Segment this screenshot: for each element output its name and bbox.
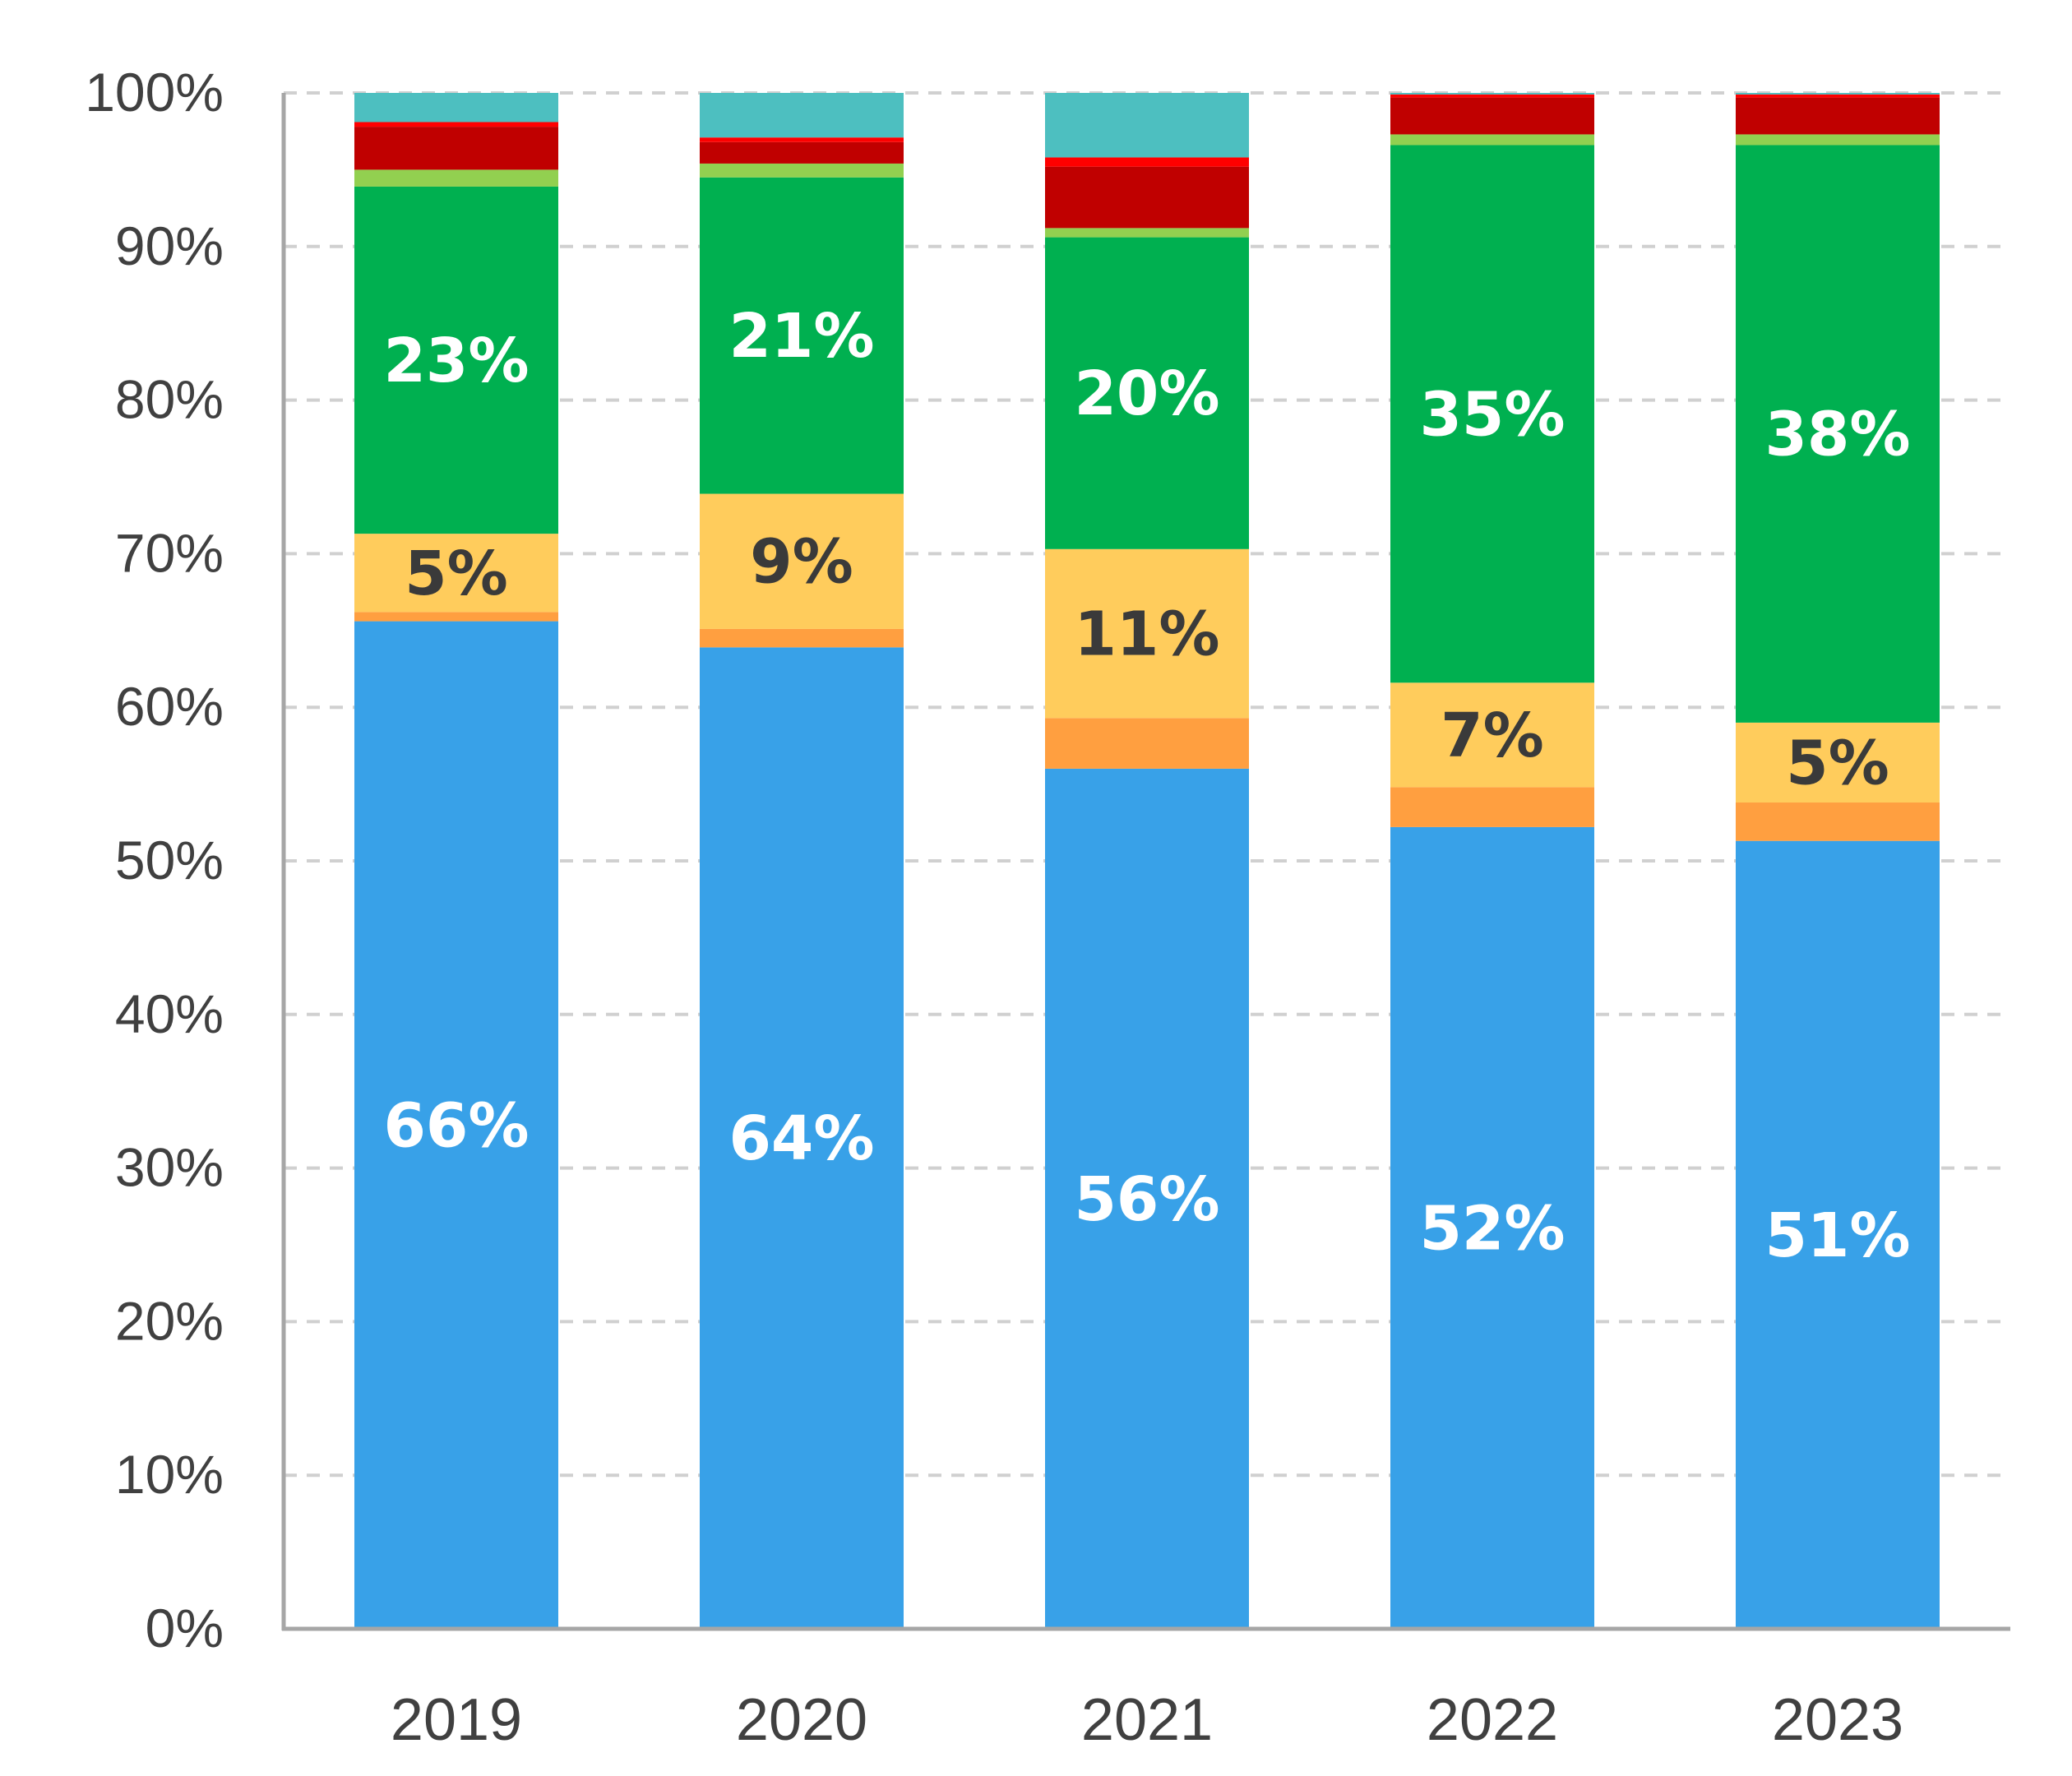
data-labels: 66% 5% 23% 64% 9% 21% 56% 11% 20% 52% 7% 35% 51% 5% 38… xyxy=(383,301,1910,1271)
axes: 0% 10% 20% 30% 40% 50% 60% 70% 80% 90% 100% 2019 202… xyxy=(85,62,2010,1753)
bar-segment xyxy=(1390,145,1594,683)
bar-segment xyxy=(1045,166,1249,229)
y-tick-label: 60% xyxy=(115,676,224,737)
bar-data-label: 64% xyxy=(728,1103,874,1174)
bar-data-label: 11% xyxy=(1074,599,1219,670)
bar-segment xyxy=(1390,787,1594,827)
bar-segment xyxy=(1045,93,1249,158)
y-tick-label: 10% xyxy=(115,1444,224,1505)
bar-data-label: 21% xyxy=(728,301,874,372)
bar-segment xyxy=(700,163,904,178)
y-tick-label: 70% xyxy=(115,522,224,583)
bar-segment xyxy=(1390,94,1594,98)
bar-segment xyxy=(700,177,904,494)
bar-segment xyxy=(1736,802,1940,841)
bar-data-label: 5% xyxy=(1786,728,1889,798)
y-tick-label: 80% xyxy=(115,369,224,430)
x-tick-label: 2020 xyxy=(736,1687,867,1753)
bar-data-label: 9% xyxy=(750,527,853,598)
bar-segment xyxy=(354,127,558,170)
bar-segment xyxy=(1390,134,1594,146)
x-tick-label: 2022 xyxy=(1427,1687,1558,1753)
x-tick-label: 2021 xyxy=(1081,1687,1213,1753)
bar-segment xyxy=(700,647,904,1629)
bar-segment xyxy=(1045,548,1249,719)
bar-data-label: 5% xyxy=(405,539,508,609)
bar-segment xyxy=(354,186,558,534)
y-tick-label: 20% xyxy=(115,1290,224,1351)
bar-segment xyxy=(1045,768,1249,1630)
y-tick-label: 90% xyxy=(115,215,224,276)
bar-segment xyxy=(354,122,558,127)
bar-segment xyxy=(700,628,904,648)
bar-data-label: 56% xyxy=(1074,1164,1219,1235)
bar-segment xyxy=(1045,228,1249,238)
bar-data-label: 66% xyxy=(383,1090,529,1161)
bar-segment xyxy=(1736,94,1940,98)
bar-segment xyxy=(700,493,904,629)
bar-segment xyxy=(700,93,904,138)
bar-data-label: 35% xyxy=(1419,379,1565,450)
bar-segment xyxy=(1390,97,1594,135)
x-tick-label: 2023 xyxy=(1772,1687,1903,1753)
bar-segment xyxy=(700,141,904,164)
bar-data-label: 23% xyxy=(383,326,529,396)
bar-segment xyxy=(700,137,904,142)
bar-segment xyxy=(1045,237,1249,549)
bar-segment xyxy=(1390,682,1594,788)
bar-data-label: 20% xyxy=(1074,358,1219,429)
bar-data-label: 38% xyxy=(1764,400,1910,470)
bar-segment xyxy=(1736,93,1940,95)
y-tick-label: 100% xyxy=(85,62,224,123)
y-tick-label: 50% xyxy=(115,830,224,890)
bar-segment xyxy=(1736,145,1940,723)
bar-segment xyxy=(1736,97,1940,135)
bar-segment xyxy=(354,612,558,622)
bar-segment xyxy=(1390,93,1594,95)
bar-segment xyxy=(1736,840,1940,1629)
bar-segment xyxy=(354,169,558,187)
y-tick-label: 0% xyxy=(146,1598,224,1658)
bar-data-label: 52% xyxy=(1419,1193,1565,1264)
bar-segment xyxy=(354,621,558,1629)
y-tick-label: 40% xyxy=(115,983,224,1044)
y-tick-label: 30% xyxy=(115,1137,224,1198)
bar-segment xyxy=(1390,826,1594,1629)
bar-segment xyxy=(1736,722,1940,803)
bar-segment xyxy=(354,534,558,613)
bar-segment xyxy=(354,93,558,123)
bars xyxy=(354,93,1940,1630)
bar-data-label: 51% xyxy=(1764,1200,1910,1271)
bar-segment xyxy=(1045,718,1249,769)
bar-data-label: 7% xyxy=(1441,701,1544,771)
x-tick-label: 2019 xyxy=(391,1687,522,1753)
bar-segment xyxy=(1045,157,1249,167)
bar-segment xyxy=(1736,134,1940,146)
